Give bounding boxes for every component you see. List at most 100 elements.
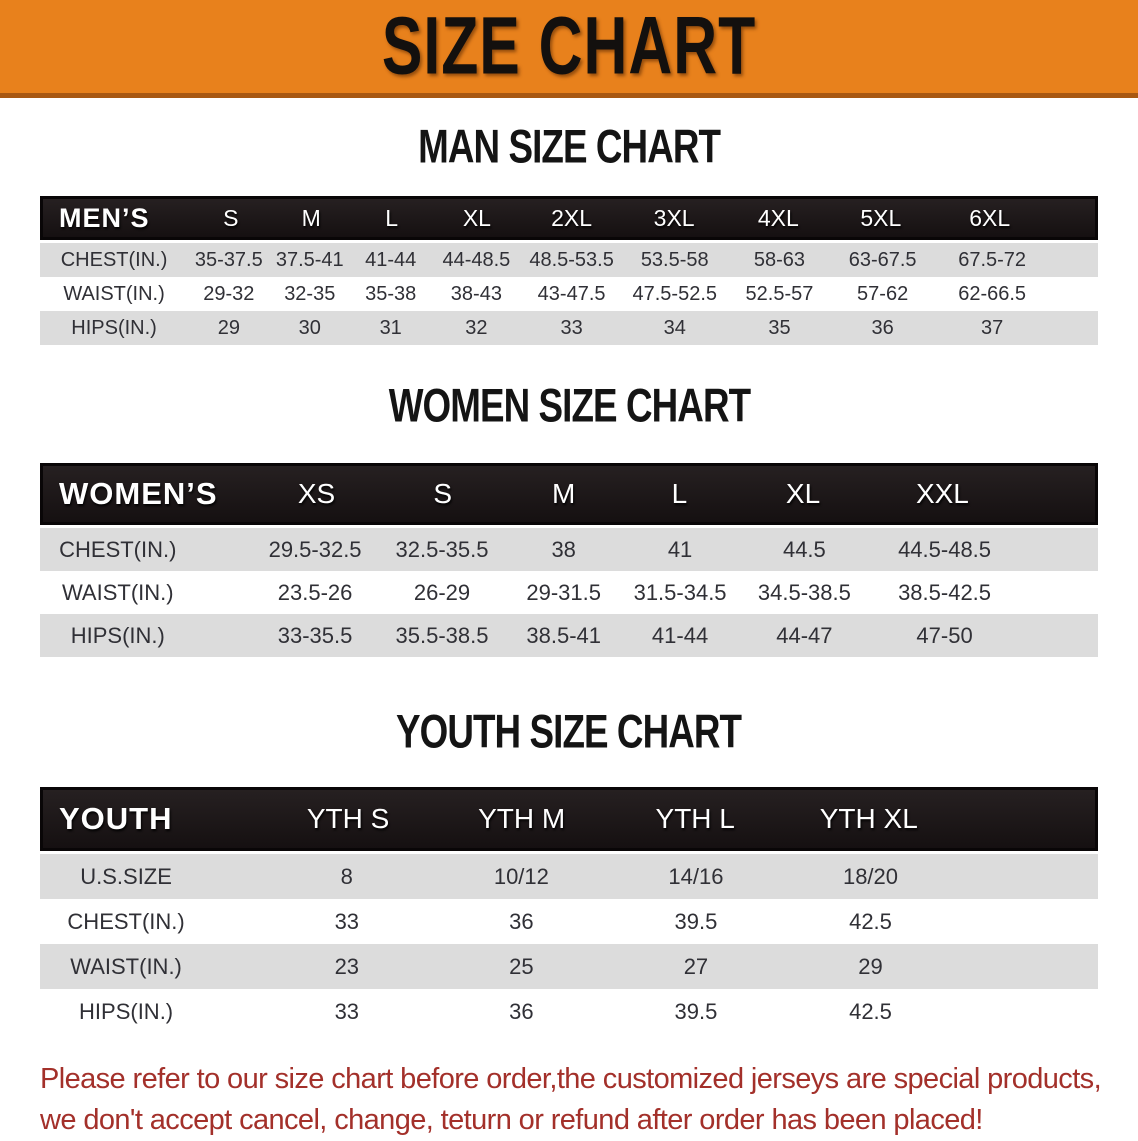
size-value: 33 bbox=[560, 316, 583, 339]
youth-table-body: U.S.SIZE 8 10/12 14/16 18/20 CHEST(IN.) 33 36 39… bbox=[40, 854, 1098, 1034]
row-label: HIPS(IN.) bbox=[71, 316, 157, 339]
men-size-table: MEN’S S M L XL 2XL 3XL 4XL 5XL 6XL CHEST(IN.) 35-3… bbox=[40, 196, 1098, 345]
size-column-header: XL bbox=[462, 204, 491, 231]
women-size-table: WOMEN’S XS S M L XL XXL CHEST(IN.) 29.5-32.5 32.… bbox=[40, 463, 1098, 657]
size-value: 57-62 bbox=[857, 282, 909, 305]
size-value: 52.5-57 bbox=[745, 282, 814, 305]
row-label: CHEST(IN.) bbox=[67, 908, 185, 934]
size-value: 43-47.5 bbox=[537, 282, 606, 305]
size-column-header: YTH M bbox=[478, 803, 566, 834]
size-value: 41 bbox=[667, 536, 693, 562]
size-value: 35 bbox=[768, 316, 791, 339]
men-section-heading-text: MAN SIZE CHART bbox=[418, 121, 721, 173]
size-value: 33 bbox=[334, 908, 360, 934]
table-row: WAIST(IN.) 23.5-26 26-29 29-31.5 31.5-34.5 34… bbox=[40, 571, 1098, 614]
size-value: 33-35.5 bbox=[277, 622, 353, 648]
size-value: 38.5-41 bbox=[526, 622, 601, 648]
size-value: 36 bbox=[509, 998, 534, 1024]
men-section-heading: MAN SIZE CHART bbox=[0, 121, 1138, 176]
size-value: 25 bbox=[509, 953, 534, 979]
size-value: 53.5-58 bbox=[640, 248, 709, 271]
row-label: CHEST(IN.) bbox=[59, 536, 177, 562]
size-value: 63-67.5 bbox=[848, 248, 917, 271]
size-column-header: M bbox=[552, 478, 576, 509]
size-value: 31 bbox=[379, 316, 402, 339]
women-table-header-row: WOMEN’S XS S M L XL XXL bbox=[40, 463, 1098, 525]
size-value: 35.5-38.5 bbox=[395, 622, 489, 648]
size-value: 29.5-32.5 bbox=[268, 536, 362, 562]
size-column-header: YTH XL bbox=[819, 803, 918, 834]
table-row: CHEST(IN.) 35-37.5 37.5-41 41-44 44-48.5 48.5… bbox=[40, 243, 1098, 277]
size-value: 14/16 bbox=[668, 863, 724, 889]
size-column-header: M bbox=[301, 204, 321, 231]
table-row: WAIST(IN.) 23 25 27 29 bbox=[40, 944, 1098, 989]
size-column-header: XL bbox=[785, 478, 821, 509]
banner: SIZE CHART bbox=[0, 0, 1138, 98]
table-row: HIPS(IN.) 29 30 31 32 33 34 35 36 37 bbox=[40, 311, 1098, 345]
size-value: 29 bbox=[217, 316, 240, 339]
size-column-header: 6XL bbox=[969, 204, 1011, 231]
table-group-label: YOUTH bbox=[59, 801, 173, 836]
men-table-header-row: MEN’S S M L XL 2XL 3XL 4XL 5XL 6XL bbox=[40, 196, 1098, 240]
size-column-header: YTH S bbox=[306, 803, 390, 834]
table-group-label: MEN’S bbox=[59, 202, 150, 233]
size-value: 39.5 bbox=[674, 908, 718, 934]
table-row: CHEST(IN.) 29.5-32.5 32.5-35.5 38 41 44.5 44.5… bbox=[40, 528, 1098, 571]
size-value: 29 bbox=[858, 953, 883, 979]
row-label: WAIST(IN.) bbox=[61, 579, 174, 605]
size-column-header: XXL bbox=[915, 478, 969, 509]
row-label: U.S.SIZE bbox=[80, 863, 172, 889]
size-value: 42.5 bbox=[849, 908, 892, 934]
youth-size-table: YOUTH YTH S YTH M YTH L YTH XL U.S.SIZE 8 10/1… bbox=[40, 787, 1098, 1034]
size-value: 58-63 bbox=[753, 248, 806, 271]
size-column-header: YTH L bbox=[655, 803, 735, 834]
size-value: 44-48.5 bbox=[442, 248, 511, 271]
size-value: 38.5-42.5 bbox=[898, 579, 992, 605]
size-value: 29-32 bbox=[203, 282, 255, 305]
size-value: 27 bbox=[683, 953, 709, 979]
size-value: 18/20 bbox=[842, 863, 899, 889]
size-value: 41-44 bbox=[651, 622, 709, 648]
disclaimer-line-1: Please refer to our size chart before or… bbox=[40, 1063, 1102, 1095]
row-label: WAIST(IN.) bbox=[63, 282, 165, 305]
size-value: 38 bbox=[551, 536, 576, 562]
size-value: 34.5-38.5 bbox=[757, 579, 851, 605]
size-value: 32.5-35.5 bbox=[395, 536, 489, 562]
women-table-body: CHEST(IN.) 29.5-32.5 32.5-35.5 38 41 44.5 44.5… bbox=[40, 528, 1098, 657]
size-column-header: S bbox=[433, 478, 453, 509]
size-value: 47.5-52.5 bbox=[632, 282, 717, 305]
women-section-heading-text: WOMEN SIZE CHART bbox=[388, 380, 750, 432]
table-row: CHEST(IN.) 33 36 39.5 42.5 bbox=[40, 899, 1098, 944]
size-column-header: 3XL bbox=[653, 204, 695, 231]
size-value: 32-35 bbox=[284, 282, 336, 305]
size-value: 62-66.5 bbox=[958, 282, 1027, 305]
youth-section-heading: YOUTH SIZE CHART bbox=[0, 706, 1138, 761]
size-value: 30 bbox=[298, 316, 321, 339]
men-table-body: CHEST(IN.) 35-37.5 37.5-41 41-44 44-48.5 48.5… bbox=[40, 243, 1098, 345]
table-row: U.S.SIZE 8 10/12 14/16 18/20 bbox=[40, 854, 1098, 899]
size-value: 29-31.5 bbox=[526, 579, 601, 605]
size-value: 32 bbox=[465, 316, 488, 339]
men-size-section: MAN SIZE CHART MEN’S S M L XL 2XL 3XL 4XL 5XL 6XL… bbox=[0, 121, 1138, 345]
size-value: 26-29 bbox=[413, 579, 471, 605]
disclaimer-line-2: we don't accept cancel, change, teturn o… bbox=[40, 1104, 983, 1136]
size-value: 44.5-48.5 bbox=[898, 536, 992, 562]
size-value: 36 bbox=[509, 908, 534, 934]
row-label: CHEST(IN.) bbox=[60, 248, 168, 271]
table-row: WAIST(IN.) 29-32 32-35 35-38 38-43 43-47.5 47.… bbox=[40, 277, 1098, 311]
size-value: 35-38 bbox=[365, 282, 417, 305]
youth-section-heading-text: YOUTH SIZE CHART bbox=[396, 706, 742, 758]
size-value: 23 bbox=[334, 953, 360, 979]
table-row: HIPS(IN.) 33 36 39.5 42.5 bbox=[40, 989, 1098, 1034]
size-value: 23.5-26 bbox=[277, 579, 353, 605]
size-value: 42.5 bbox=[849, 998, 892, 1024]
size-column-header: L bbox=[385, 204, 399, 231]
size-column-header: 4XL bbox=[757, 204, 799, 231]
table-row: HIPS(IN.) 33-35.5 35.5-38.5 38.5-41 41-44 44-… bbox=[40, 614, 1098, 657]
youth-table-header-row: YOUTH YTH S YTH M YTH L YTH XL bbox=[40, 787, 1098, 851]
size-value: 44-47 bbox=[776, 622, 833, 648]
size-value: 8 bbox=[340, 863, 353, 889]
size-column-header: S bbox=[223, 204, 239, 231]
size-value: 37.5-41 bbox=[275, 248, 344, 271]
